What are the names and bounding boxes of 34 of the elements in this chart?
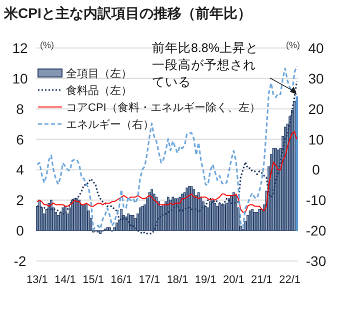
annotation: 前年比8.8%上昇と一段高が予想されている xyxy=(152,40,260,91)
legend-label: エネルギー（右） xyxy=(66,119,154,131)
y2-tick-label: -10 xyxy=(306,192,326,208)
y-tick-label: 2 xyxy=(16,192,24,208)
x-tick-label: 19/1 xyxy=(194,274,216,286)
x-tick-label: 14/1 xyxy=(54,274,76,286)
y2-tick-label: -30 xyxy=(306,253,326,269)
y2-tick-label: 40 xyxy=(308,40,324,56)
legend-label: コアCPI（食料・エネルギー除く、左） xyxy=(66,101,260,114)
y-tick-label: 8 xyxy=(16,100,24,117)
y-axis-title: (%) xyxy=(40,40,54,50)
x-tick-label: 22/1 xyxy=(279,274,301,286)
y-tick-label: 6 xyxy=(16,131,24,148)
y-tick-label: 4 xyxy=(16,162,24,178)
y-tick-label: 12 xyxy=(12,40,28,56)
x-tick-label: 13/1 xyxy=(26,274,48,286)
y2-tick-label: -20 xyxy=(306,222,326,239)
y-tick-label: 0 xyxy=(16,222,24,239)
chart-title: 米CPIと主な内訳項目の推移（前年比） xyxy=(3,5,252,21)
legend-label: 食料品（左） xyxy=(66,84,132,97)
y2-axis-title: (%) xyxy=(286,40,300,50)
y-tick-label: 10 xyxy=(12,70,28,86)
x-tick-label: 15/1 xyxy=(82,274,104,286)
legend-label: 全項目（左） xyxy=(66,68,132,80)
y2-tick-label: 10 xyxy=(308,131,324,148)
y2-tick-label: 20 xyxy=(308,100,324,117)
x-tick-label: 21/1 xyxy=(251,274,272,286)
y2-tick-label: 0 xyxy=(312,162,320,178)
x-tick-label: 17/1 xyxy=(138,274,160,286)
x-tick-label: 18/1 xyxy=(166,274,188,286)
y2-tick-label: 30 xyxy=(308,70,324,86)
y-tick-label: -2 xyxy=(14,253,26,269)
x-tick-label: 16/1 xyxy=(110,274,132,286)
x-tick-label: 20/1 xyxy=(222,274,244,286)
